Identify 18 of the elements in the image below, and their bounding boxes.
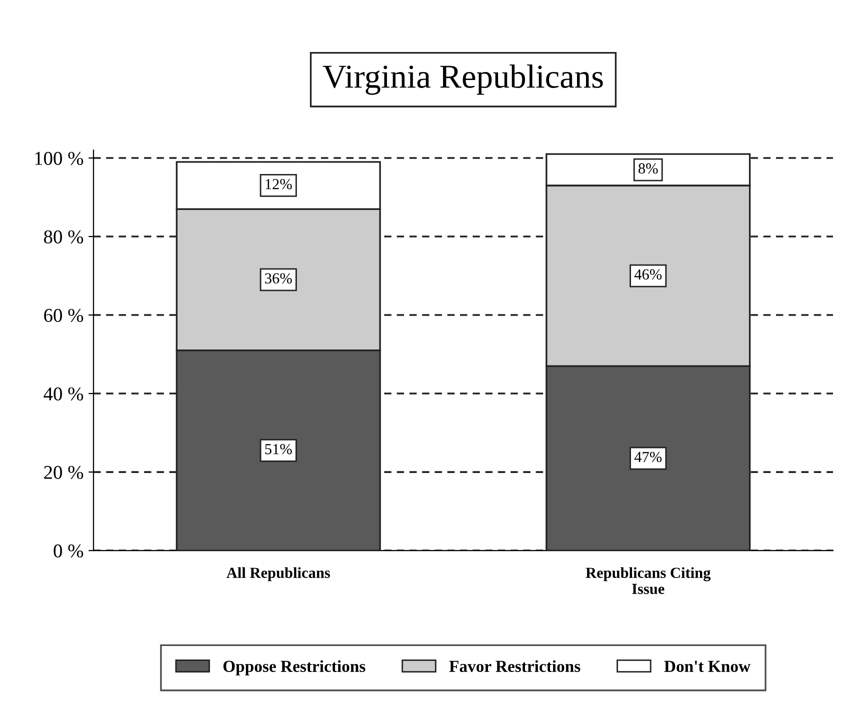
- legend-label: Oppose Restrictions: [223, 660, 366, 676]
- legend-label: Don't Know: [664, 660, 750, 672]
- y-tick-label: 100 %: [35, 152, 84, 166]
- legend-label: Favor Restrictions: [449, 660, 580, 672]
- data-label: 8%: [638, 163, 658, 174]
- data-label: 36%: [265, 273, 292, 284]
- y-tick-label: 20 %: [44, 466, 84, 480]
- x-tick-label: All Republicans: [226, 567, 330, 582]
- y-tick-label: 80 %: [44, 230, 84, 244]
- data-label: 46%: [634, 269, 662, 280]
- chart-title: Virginia Republicans: [322, 64, 603, 95]
- y-tick-label: 40 %: [44, 387, 84, 401]
- y-tick-label: 60 %: [44, 308, 84, 322]
- data-label: 12%: [266, 178, 292, 190]
- data-label: 51%: [265, 444, 292, 454]
- data-label: 47%: [634, 452, 662, 462]
- x-tick-label: Republicans Citing Issue: [586, 567, 711, 594]
- y-tick-label: 0 %: [54, 544, 84, 558]
